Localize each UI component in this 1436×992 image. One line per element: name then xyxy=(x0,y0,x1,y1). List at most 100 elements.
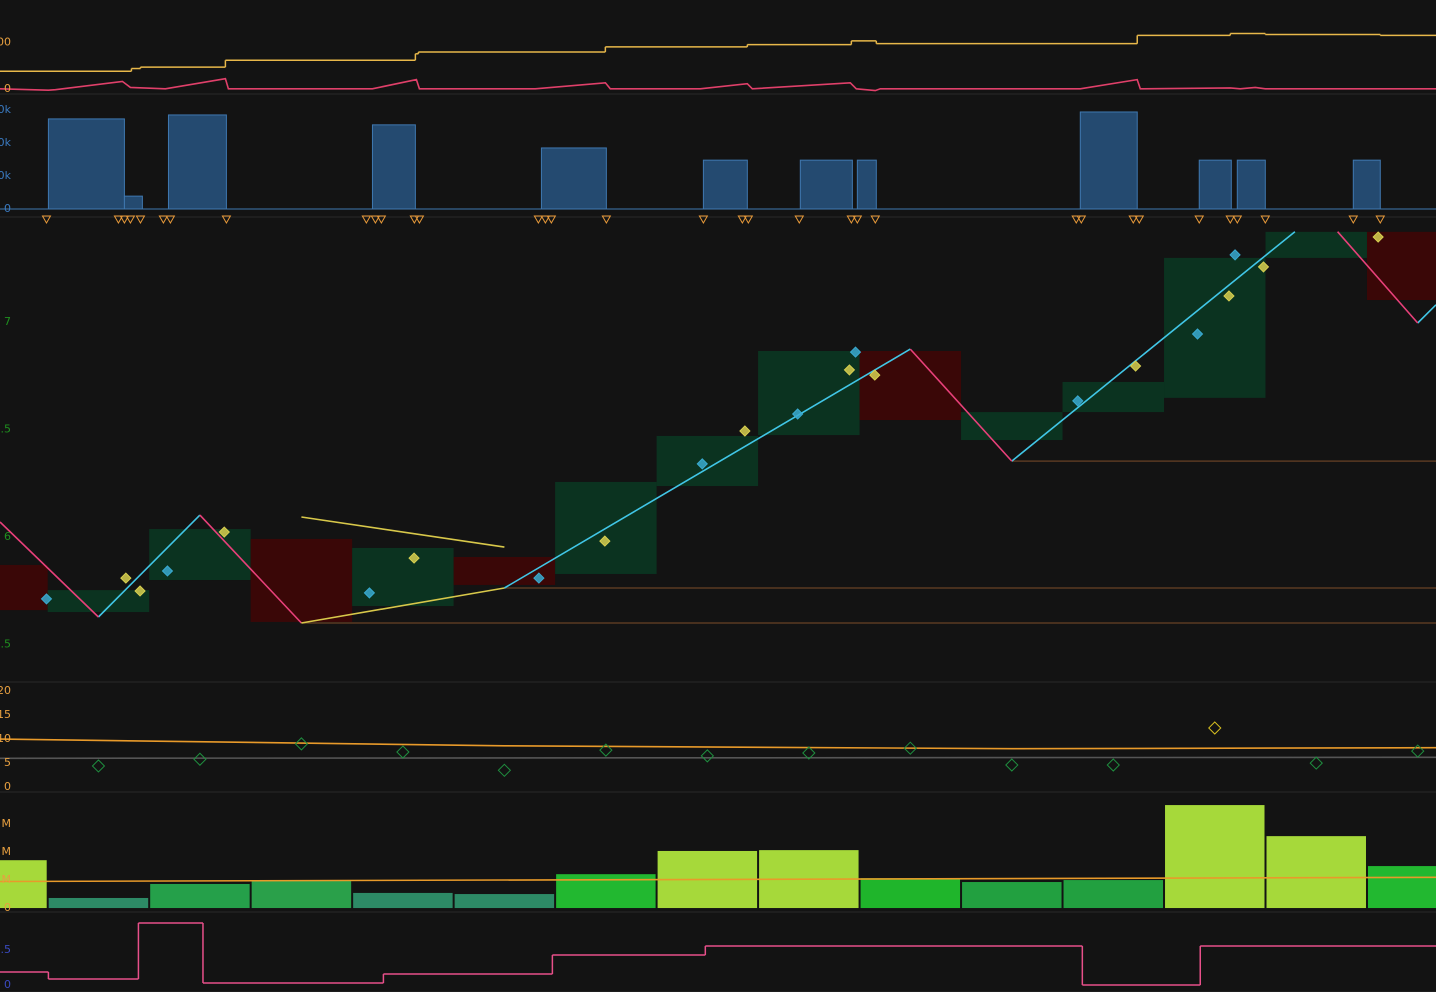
signal-triangle xyxy=(1134,215,1145,225)
block xyxy=(167,114,227,210)
diamond-marker xyxy=(193,752,207,766)
diamond-marker xyxy=(1411,744,1425,758)
signal-triangle xyxy=(119,215,130,225)
diamond-marker xyxy=(1372,231,1384,243)
block xyxy=(1198,159,1232,210)
diamond-marker xyxy=(1191,328,1204,340)
panel: .5 0 xyxy=(0,922,1436,992)
signal-triangle xyxy=(376,215,387,225)
diamond-marker xyxy=(849,346,862,358)
block xyxy=(1079,111,1138,210)
diamond-marker xyxy=(134,585,146,597)
bar xyxy=(860,878,961,909)
block xyxy=(1352,159,1381,210)
bar xyxy=(1063,880,1164,909)
diamond-marker xyxy=(533,572,545,584)
y-tick-label: 0k xyxy=(0,169,12,182)
diamond-marker xyxy=(91,759,106,773)
series-line xyxy=(97,231,1436,618)
y-tick-label: .5 xyxy=(1,638,12,651)
diamond-marker xyxy=(1223,290,1235,302)
range-box xyxy=(250,538,353,622)
series-line xyxy=(0,756,1436,760)
signal-triangle xyxy=(794,215,805,225)
diamond-marker xyxy=(1229,249,1241,261)
block xyxy=(799,159,853,210)
signal-triangle xyxy=(158,215,169,225)
y-tick-label: 00 xyxy=(0,36,11,49)
signal-triangle xyxy=(743,215,754,225)
signal-triangle xyxy=(852,215,863,225)
series-line xyxy=(301,587,505,624)
series-line xyxy=(0,231,1419,624)
y-tick-label: 20 xyxy=(0,684,11,697)
bar xyxy=(454,894,555,909)
diamond-marker xyxy=(294,737,309,751)
panel: M M M 0 xyxy=(0,805,1436,914)
series-line xyxy=(301,516,505,548)
diamond-marker xyxy=(791,408,804,420)
y-tick-label: 0 xyxy=(4,978,11,991)
panel: 0k 0k 0k 0 xyxy=(0,103,1436,225)
diamond-marker xyxy=(802,746,816,760)
y-tick-label: 6 xyxy=(4,530,11,543)
y-tick-label: 0k xyxy=(0,103,12,116)
signal-triangle xyxy=(546,215,557,225)
signal-triangle xyxy=(409,215,420,225)
diamond-marker xyxy=(1072,395,1084,407)
diamond-marker xyxy=(1129,360,1142,372)
signal-triangle xyxy=(540,215,551,225)
diamond-marker xyxy=(1208,721,1222,735)
signal-triangle xyxy=(1260,215,1271,225)
series-line xyxy=(0,77,1436,92)
bar xyxy=(150,883,250,909)
signal-triangle xyxy=(370,215,381,225)
signal-triangle xyxy=(1232,215,1243,225)
y-tick-label: .5 xyxy=(1,422,12,435)
series-line xyxy=(0,876,1436,883)
block xyxy=(47,118,125,210)
range-box xyxy=(1265,231,1367,258)
y-tick-label: M xyxy=(2,817,12,830)
y-tick-label: 0 xyxy=(4,202,11,215)
diamond-marker xyxy=(599,743,613,757)
y-tick-label: M xyxy=(2,873,12,886)
range-box xyxy=(352,547,454,607)
diamond-marker xyxy=(843,364,856,376)
range-box xyxy=(1164,257,1266,398)
diamond-marker xyxy=(1257,261,1270,273)
diamond-marker xyxy=(1309,756,1323,770)
signal-triangle xyxy=(41,215,52,225)
y-tick-label: 5 xyxy=(4,756,11,769)
bar xyxy=(353,892,453,909)
diamond-marker xyxy=(1106,758,1120,772)
diamond-marker xyxy=(599,535,611,547)
range-box xyxy=(859,350,962,421)
signal-triangle xyxy=(125,215,136,225)
signal-triangle xyxy=(135,215,146,225)
bar xyxy=(962,882,1062,909)
block xyxy=(540,147,607,210)
range-box xyxy=(758,350,860,436)
panel: 7 .5 6 .5 xyxy=(0,231,1436,683)
y-tick-label: 0k xyxy=(0,136,12,149)
signal-triangle xyxy=(1128,215,1139,225)
signal-triangle xyxy=(414,215,425,225)
y-tick-label: .5 xyxy=(1,943,12,956)
y-tick-label: M xyxy=(2,845,12,858)
diamond-marker xyxy=(696,458,708,470)
diamond-marker xyxy=(396,745,410,759)
bar xyxy=(251,880,352,909)
signal-triangle xyxy=(1225,215,1236,225)
diamond-marker xyxy=(903,741,918,755)
y-tick-label: 0 xyxy=(4,901,11,914)
series-line xyxy=(0,738,1436,750)
signal-triangle xyxy=(165,215,176,225)
signal-triangle xyxy=(1071,215,1082,225)
y-tick-label: 0 xyxy=(4,780,11,793)
diamond-marker xyxy=(363,587,376,599)
bar xyxy=(48,897,149,909)
panel: 000 xyxy=(0,32,1436,95)
